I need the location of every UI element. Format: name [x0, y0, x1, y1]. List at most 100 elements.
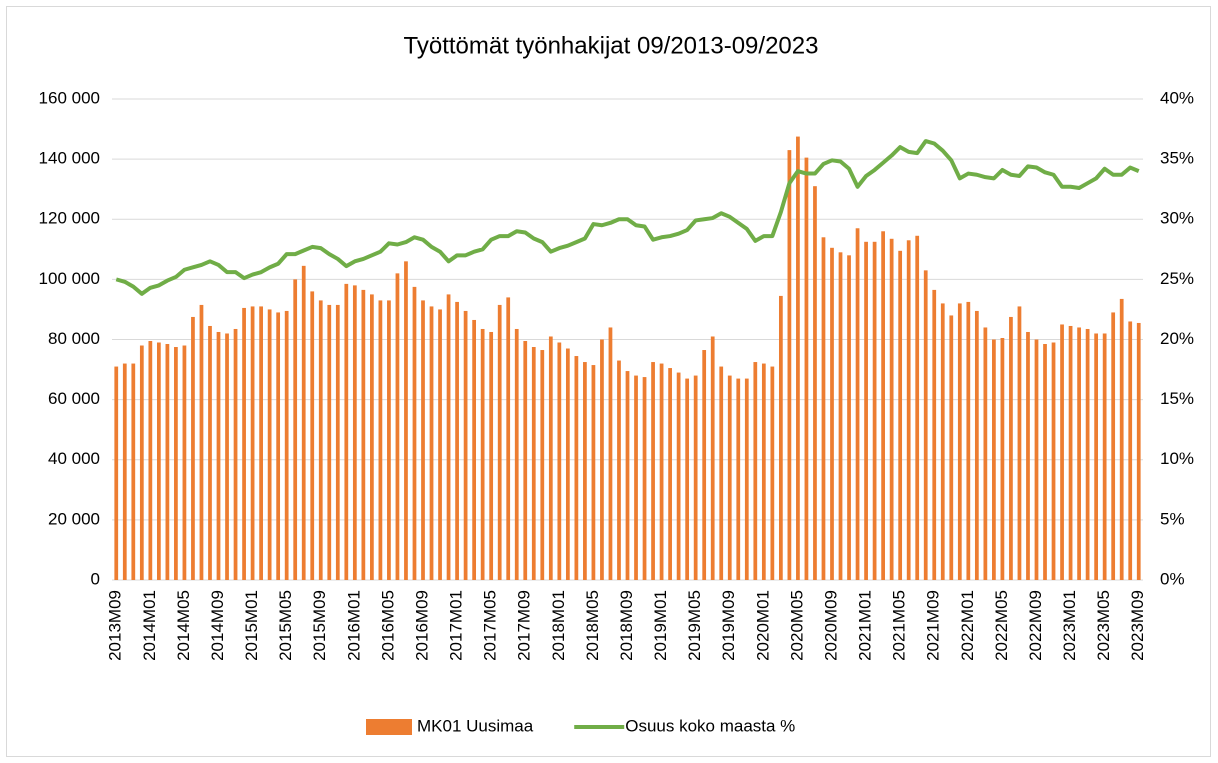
bar: [395, 273, 400, 580]
y-tick-label: 40 000: [48, 449, 100, 468]
bar: [940, 303, 945, 580]
bar: [489, 331, 494, 580]
y-tick-label: 140 000: [39, 149, 100, 168]
bar: [1128, 321, 1133, 580]
bar: [821, 237, 826, 580]
x-tick-label: 2020M09: [821, 590, 840, 661]
x-tick-label: 2022M05: [992, 590, 1011, 661]
bar: [327, 304, 332, 580]
bar: [574, 356, 579, 580]
bar: [446, 294, 451, 580]
bar: [1077, 327, 1081, 580]
bar: [761, 363, 766, 580]
bar: [889, 238, 894, 580]
bar: [497, 304, 502, 580]
x-tick-label: 2021M09: [924, 590, 943, 661]
y2-tick-label: 30%: [1160, 209, 1194, 228]
bar: [165, 344, 170, 580]
bar: [506, 297, 511, 580]
x-tick-label: 2017M01: [447, 590, 466, 661]
x-tick-label: 2015M09: [310, 590, 329, 661]
bar: [148, 341, 153, 580]
bar: [370, 294, 374, 580]
bar: [600, 339, 604, 580]
bar: [216, 331, 221, 580]
x-tick-label: 2019M01: [651, 590, 670, 661]
bar: [208, 325, 212, 580]
x-tick-label: 2014M01: [140, 590, 159, 661]
x-tick-label: 2018M01: [549, 590, 568, 661]
y-tick-label: 160 000: [39, 88, 100, 107]
bar: [352, 285, 357, 580]
y2-tick-label: 35%: [1160, 149, 1194, 168]
legend-label: Osuus koko maasta %: [625, 716, 795, 735]
bar: [557, 342, 562, 580]
bar: [744, 378, 749, 580]
bar: [378, 300, 383, 580]
bar: [685, 378, 690, 580]
bar: [301, 265, 306, 580]
x-tick-label: 2015M05: [276, 590, 295, 661]
bar: [438, 309, 442, 580]
bar: [344, 283, 349, 580]
bar: [992, 339, 996, 580]
x-tick-label: 2016M05: [378, 590, 397, 661]
bar: [565, 348, 570, 580]
bar: [310, 291, 315, 580]
x-tick-label: 2023M05: [1094, 590, 1113, 661]
x-tick-label: 2022M09: [1026, 590, 1045, 661]
line-series: [115, 139, 1140, 296]
x-tick-label: 2018M09: [617, 590, 636, 661]
bar: [335, 304, 340, 580]
bar: [872, 241, 877, 580]
bar: [1000, 337, 1005, 580]
bar: [651, 362, 655, 580]
y2-tick-label: 10%: [1160, 449, 1194, 468]
bar: [830, 247, 834, 580]
bar: [608, 327, 613, 580]
x-tick-label: 2018M05: [583, 590, 602, 661]
x-tick-label: 2019M09: [719, 590, 738, 661]
bar: [932, 289, 937, 580]
bar: [472, 319, 477, 580]
bar: [242, 307, 246, 580]
x-tick-label: 2016M09: [412, 590, 431, 661]
bar: [284, 310, 289, 580]
bar: [404, 261, 408, 580]
bar: [114, 366, 119, 580]
bar: [531, 347, 536, 580]
bar: [182, 345, 187, 580]
bar: [676, 372, 681, 580]
bar: [838, 252, 843, 580]
y2-tick-label: 5%: [1160, 509, 1185, 528]
bar: [796, 136, 800, 580]
bar: [250, 306, 255, 580]
bar: [1043, 344, 1047, 580]
legend-swatch: [366, 719, 412, 735]
x-tick-label: 2014M09: [208, 590, 227, 661]
bar: [957, 303, 962, 580]
bar: [259, 306, 263, 580]
bar: [1119, 298, 1124, 580]
bar: [233, 328, 238, 580]
bar: [983, 327, 988, 580]
bar: [514, 328, 519, 580]
x-tick-label: 2020M05: [787, 590, 806, 661]
bar: [923, 270, 928, 580]
bar: [387, 300, 391, 580]
bar: [583, 362, 587, 580]
bar: [174, 347, 178, 580]
bar: [131, 363, 136, 580]
bar: [199, 304, 204, 580]
y-tick-label: 0: [91, 569, 100, 588]
bar: [847, 255, 851, 580]
bar: [1034, 339, 1039, 580]
bar: [1111, 312, 1116, 580]
chart-title: Työttömät työnhakijat 09/2013-09/2023: [404, 32, 819, 59]
bar: [727, 375, 732, 580]
bar: [642, 377, 647, 580]
x-tick-label: 2013M09: [106, 590, 125, 661]
bar: [813, 186, 817, 580]
bar: [1085, 328, 1090, 580]
